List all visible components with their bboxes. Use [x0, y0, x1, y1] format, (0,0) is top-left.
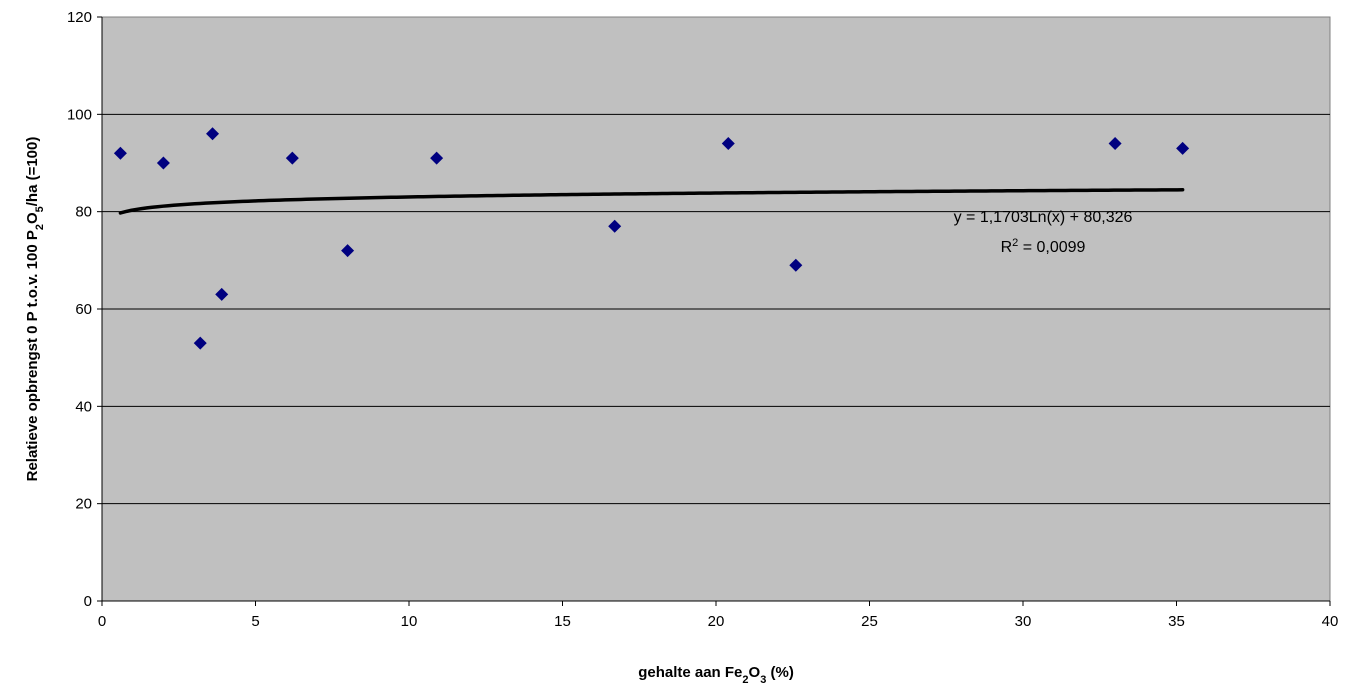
y-axis-title: Relatieve opbrengst 0 P t.o.v. 100 P2O5/…: [24, 137, 46, 482]
x-tick-label: 40: [1322, 613, 1339, 630]
data-point: [206, 127, 220, 141]
x-tick-label: 25: [861, 613, 878, 630]
x-axis-title: gehalte aan Fe2O3 (%): [638, 664, 794, 686]
data-point: [721, 137, 735, 151]
y-tick-label: 20: [75, 496, 92, 513]
y-tick-label: 60: [75, 301, 92, 318]
trendline-equation: y = 1,1703Ln(x) + 80,326: [954, 209, 1133, 226]
data-points: [113, 127, 1190, 350]
data-point: [608, 219, 622, 233]
data-point: [1176, 141, 1190, 155]
y-tick-label: 0: [84, 593, 92, 610]
x-tick-label: 0: [98, 613, 106, 630]
axes: [97, 16, 1331, 606]
x-tick-label: 10: [401, 613, 418, 630]
data-point: [341, 244, 355, 258]
y-tick-label: 120: [67, 9, 92, 26]
trendline: [118, 188, 1185, 215]
x-tick-label: 30: [1015, 613, 1032, 630]
data-point: [113, 146, 127, 160]
y-tick-label: 100: [67, 106, 92, 123]
data-point: [285, 151, 299, 165]
x-tick-label: 5: [251, 613, 259, 630]
trendline-r-squared: R2 = 0,0099: [1001, 237, 1086, 256]
y-tick-label: 40: [75, 398, 92, 415]
gridlines: [102, 113, 1330, 505]
x-tick-label: 35: [1168, 613, 1185, 630]
data-point: [156, 156, 170, 170]
tick-labels: 0 20 40 60 80 100 120 0 5 10 15 20 25 30 35 40: [67, 9, 1338, 630]
data-point: [193, 336, 207, 350]
data-point: [789, 258, 803, 272]
data-point: [215, 287, 229, 301]
y-tick-label: 80: [75, 204, 92, 221]
x-tick-label: 15: [554, 613, 571, 630]
x-tick-label: 20: [708, 613, 725, 630]
data-point: [1108, 137, 1122, 151]
data-point: [430, 151, 444, 165]
